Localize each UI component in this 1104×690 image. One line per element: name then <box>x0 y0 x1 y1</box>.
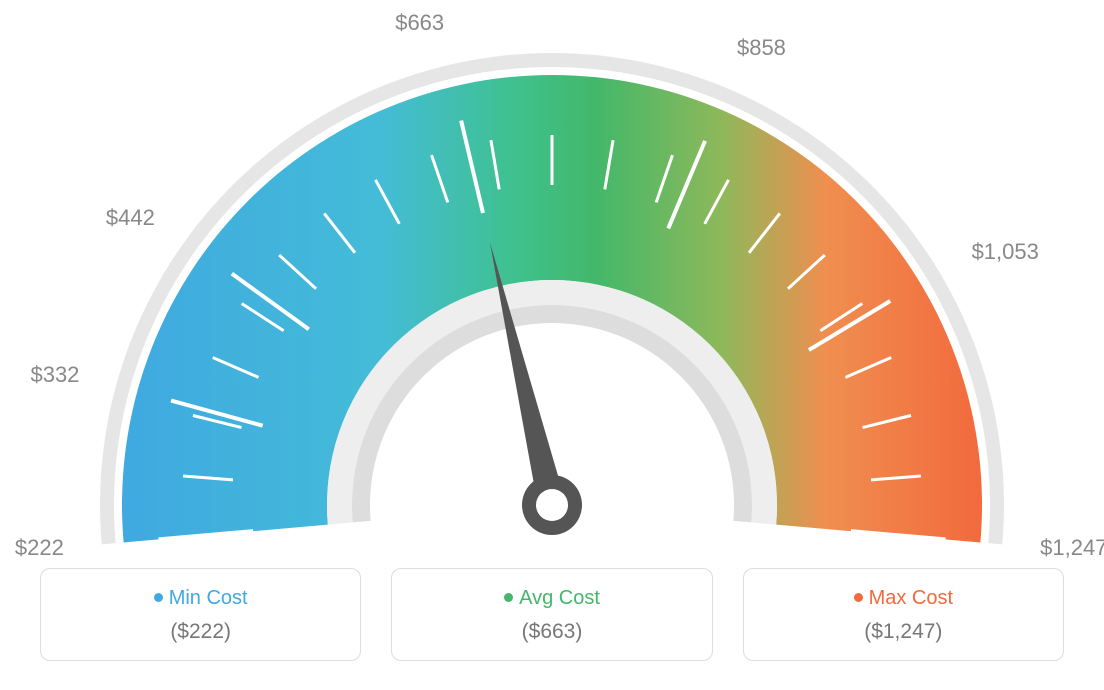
legend-title-max: Max Cost <box>754 587 1053 610</box>
gauge-tick-label: $1,247 <box>1040 535 1104 561</box>
legend-value-min: ($222) <box>51 620 350 644</box>
gauge-tick-label: $222 <box>15 535 64 561</box>
gauge-tick-label: $663 <box>395 10 444 36</box>
gauge-area: $222 $332 $442 $663 $858 $1,053 $1,247 <box>0 0 1104 560</box>
gauge-tick-label: $1,053 <box>972 239 1039 265</box>
legend-title-max-text: Max Cost <box>869 587 953 609</box>
legend-value-max: ($1,247) <box>754 620 1053 644</box>
legend-title-avg-text: Avg Cost <box>519 587 600 609</box>
dot-icon <box>854 593 863 602</box>
cost-gauge-container: $222 $332 $442 $663 $858 $1,053 $1,247 Min Cos… <box>0 0 1104 690</box>
gauge-tick-label: $442 <box>106 205 155 231</box>
legend-card-max: Max Cost ($1,247) <box>743 568 1064 661</box>
legend-value-avg: ($663) <box>402 620 701 644</box>
legend-card-avg: Avg Cost ($663) <box>391 568 712 661</box>
dot-icon <box>154 593 163 602</box>
legend-title-min-text: Min Cost <box>169 587 248 609</box>
gauge-tick-label: $332 <box>30 362 79 388</box>
legend-title-min: Min Cost <box>51 587 350 610</box>
dot-icon <box>504 593 513 602</box>
legend-card-min: Min Cost ($222) <box>40 568 361 661</box>
legend-row: Min Cost ($222) Avg Cost ($663) Max Cost… <box>0 568 1104 661</box>
gauge-svg <box>0 0 1104 560</box>
legend-title-avg: Avg Cost <box>402 587 701 610</box>
gauge-tick-label: $858 <box>737 35 786 61</box>
